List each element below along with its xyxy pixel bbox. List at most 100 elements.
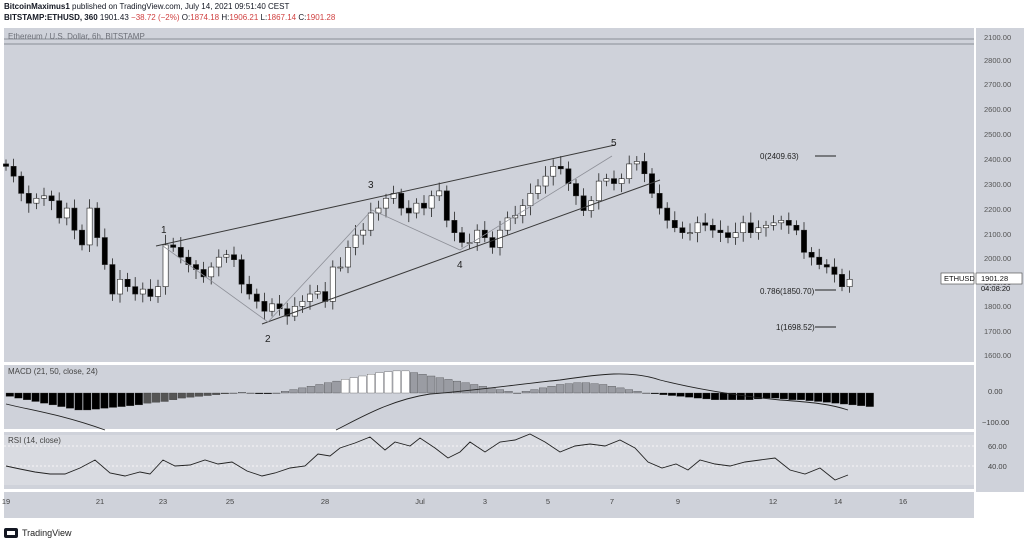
candle-body <box>535 185 541 194</box>
candle-body <box>413 202 420 214</box>
price-axis-label: 2100.00 <box>984 230 1011 239</box>
macd-bar <box>281 391 289 394</box>
macd-bar <box>814 392 823 402</box>
candle-body <box>618 178 625 184</box>
macd-bar <box>779 392 788 400</box>
candle-body <box>550 166 557 177</box>
candle-body <box>732 232 739 238</box>
macd-bar <box>728 392 737 400</box>
macd-bar <box>539 387 547 394</box>
candle-body <box>565 168 572 184</box>
macd-bar <box>470 384 479 394</box>
candle-body <box>846 278 853 287</box>
macd-bar <box>306 386 315 394</box>
price-axis-pane <box>976 28 1024 492</box>
macd-bar <box>109 392 117 408</box>
chart-area[interactable]: Ethereum / U.S. Dollar, 6h, BITSTAMP 210… <box>0 28 1024 518</box>
candle-body <box>56 200 63 219</box>
candle-body <box>831 266 838 275</box>
candle-body <box>79 229 85 246</box>
macd-bar <box>788 392 797 400</box>
macd-bar <box>865 392 874 407</box>
macd-bar <box>74 392 83 411</box>
candle-body <box>71 207 78 231</box>
candle-body <box>231 254 237 260</box>
macd-bar <box>702 392 711 400</box>
macd-bar <box>358 375 367 394</box>
candle-body <box>656 193 663 209</box>
macd-bar <box>504 391 513 394</box>
candle-body <box>839 274 845 287</box>
candle-body <box>246 283 253 295</box>
macd-bar <box>530 389 539 394</box>
chart-svg[interactable]: Ethereum / U.S. Dollar, 6h, BITSTAMP 210… <box>0 28 1024 518</box>
candle-body <box>580 195 587 211</box>
macd-bar <box>134 392 143 406</box>
macd-bar <box>642 392 651 394</box>
wedge-lower-line[interactable] <box>261 179 661 325</box>
macd-bar <box>23 392 31 400</box>
macd-bar <box>40 392 49 404</box>
candle-body <box>352 234 359 248</box>
macd-bar <box>685 392 694 398</box>
low-label: L: <box>260 13 268 22</box>
macd-bar <box>797 392 805 400</box>
time-axis-label: 23 <box>159 497 167 506</box>
price-pane[interactable] <box>4 28 974 362</box>
macd-bar <box>487 387 496 394</box>
macd-bar <box>564 383 573 394</box>
macd-bar <box>289 389 298 394</box>
time-axis[interactable]: 19 21 23 25 28 Jul 3 5 7 9 12 14 16 <box>2 497 907 506</box>
macd-bar <box>384 371 393 394</box>
candle-body <box>329 266 336 302</box>
wedge-upper-line[interactable] <box>155 144 616 247</box>
macd-bar <box>195 392 203 397</box>
candle-body <box>527 193 534 206</box>
candle-body <box>816 256 823 265</box>
candle-body <box>94 207 101 238</box>
footer-brand[interactable]: TradingView <box>22 528 72 538</box>
author-name[interactable]: BitcoinMaximus1 <box>4 2 70 11</box>
fib-level-0786: 0.786(1850.70) <box>760 287 815 296</box>
macd-title: MACD (21, 50, close, 24) <box>8 367 98 376</box>
last-price: 1901.43 <box>99 13 129 22</box>
macd-bar <box>427 375 436 394</box>
macd-histogram <box>5 370 874 411</box>
macd-bar <box>143 392 152 404</box>
macd-bar <box>14 392 23 399</box>
candle-body <box>466 242 473 244</box>
main-title: Ethereum / U.S. Dollar, 6h, BITSTAMP <box>8 32 145 41</box>
macd-bar <box>100 392 109 409</box>
candle-body <box>322 291 329 302</box>
candle-body <box>314 291 321 295</box>
candle-body <box>641 161 648 175</box>
macd-bar <box>616 387 625 394</box>
candle-body <box>573 183 579 197</box>
rsi-axis-60: 60.00 <box>988 442 1007 451</box>
macd-bar <box>83 392 92 411</box>
wave-label-4: 4 <box>457 260 463 271</box>
candle-body <box>155 286 161 297</box>
price-axis-label: 2000.00 <box>984 254 1011 263</box>
macd-bar <box>126 392 135 406</box>
tradingview-logo-icon <box>4 528 18 538</box>
macd-bar <box>659 392 668 395</box>
candle-body <box>48 195 55 202</box>
candle-body <box>63 207 70 219</box>
macd-bar <box>435 377 444 394</box>
macd-bar <box>324 382 332 394</box>
candle-body <box>367 212 374 231</box>
macd-bar <box>238 391 246 394</box>
candle-body <box>398 193 405 209</box>
footer: TradingView <box>4 528 72 538</box>
macd-bar <box>590 383 599 394</box>
time-axis-label: 28 <box>321 497 329 506</box>
macd-bar <box>573 382 582 394</box>
macd-bar <box>711 392 719 400</box>
macd-bar <box>186 392 195 398</box>
macd-bar <box>444 379 453 394</box>
price-axis-label: 2300.00 <box>984 180 1011 189</box>
publish-info: BitcoinMaximus1 published on TradingView… <box>4 2 289 11</box>
candle-body <box>147 288 154 297</box>
candle-body <box>823 264 830 268</box>
